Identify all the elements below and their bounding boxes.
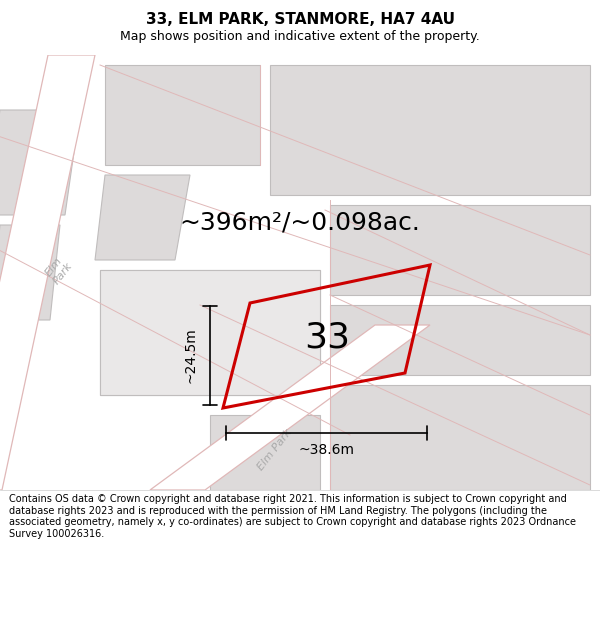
- Polygon shape: [0, 110, 80, 215]
- Text: 33: 33: [304, 320, 350, 354]
- Polygon shape: [270, 65, 590, 195]
- Polygon shape: [100, 270, 320, 395]
- Polygon shape: [105, 65, 260, 165]
- Polygon shape: [330, 305, 590, 375]
- Polygon shape: [100, 270, 320, 395]
- Polygon shape: [210, 415, 320, 490]
- Polygon shape: [330, 385, 590, 490]
- Polygon shape: [330, 205, 590, 295]
- Text: ~396m²/~0.098ac.: ~396m²/~0.098ac.: [179, 211, 421, 235]
- Text: Elm Park: Elm Park: [256, 428, 294, 472]
- Text: ~38.6m: ~38.6m: [299, 443, 355, 457]
- Text: Contains OS data © Crown copyright and database right 2021. This information is : Contains OS data © Crown copyright and d…: [9, 494, 576, 539]
- Text: ~24.5m: ~24.5m: [184, 328, 198, 383]
- Text: Map shows position and indicative extent of the property.: Map shows position and indicative extent…: [120, 30, 480, 43]
- Polygon shape: [0, 225, 60, 320]
- Text: Elm
Park: Elm Park: [42, 254, 74, 286]
- Polygon shape: [150, 325, 430, 490]
- Polygon shape: [95, 175, 190, 260]
- Text: 33, ELM PARK, STANMORE, HA7 4AU: 33, ELM PARK, STANMORE, HA7 4AU: [146, 12, 455, 27]
- Polygon shape: [0, 55, 95, 490]
